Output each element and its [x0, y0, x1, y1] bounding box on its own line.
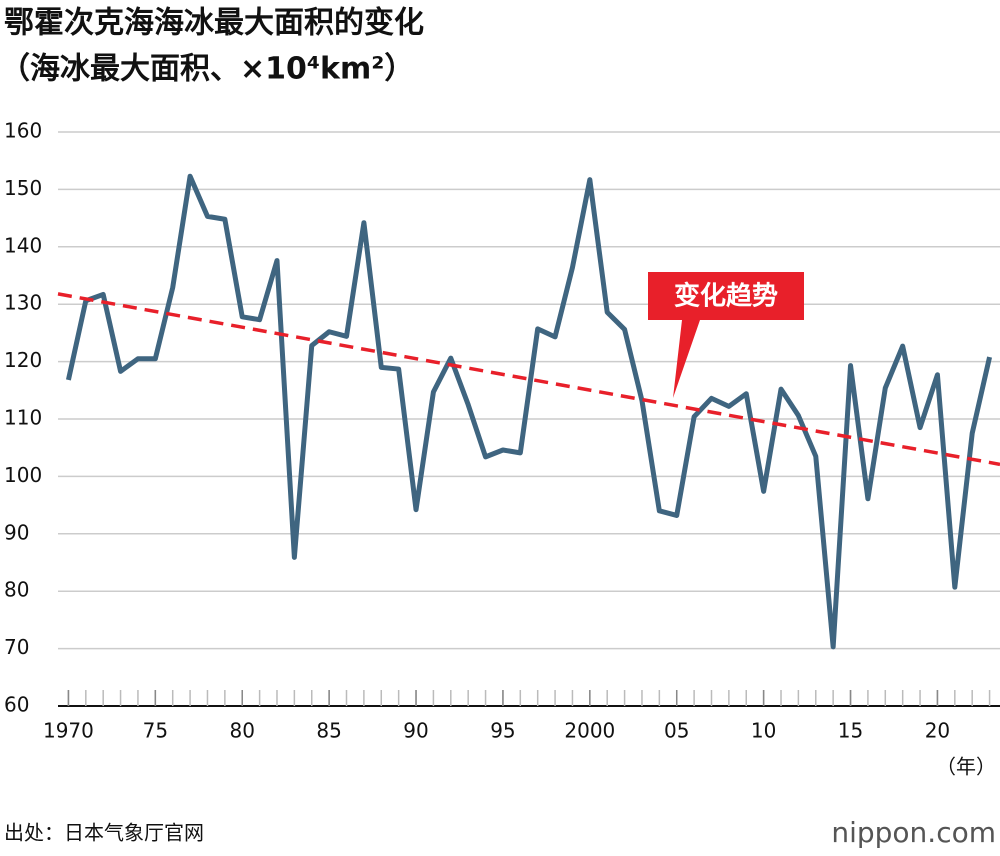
x-tick-label: 95: [490, 719, 515, 743]
x-tick-label: 1970: [43, 719, 94, 743]
chart-subtitle: （海冰最大面积、×10⁴km²）: [0, 52, 414, 87]
x-tick-label: 80: [230, 719, 255, 743]
y-tick-label: 160: [4, 119, 42, 143]
x-axis-label: （年）: [936, 755, 996, 779]
x-tick-label: 20: [925, 719, 950, 743]
y-tick-label: 100: [4, 463, 42, 487]
x-tick-label: 10: [751, 719, 776, 743]
chart-title: 鄂霍次克海海冰最大面积的变化: [4, 6, 424, 41]
y-tick-label: 110: [4, 406, 42, 430]
y-tick-label: 70: [4, 635, 29, 659]
source: 出处：日本气象厅官网: [4, 821, 204, 845]
trend-line: [57, 292, 1000, 467]
x-tick-label: 05: [664, 719, 689, 743]
x-tick-label: 75: [143, 719, 168, 743]
y-tick-label: 90: [4, 520, 29, 544]
annotation-label: 变化趋势: [674, 281, 778, 312]
y-tick-label: 120: [4, 348, 42, 372]
y-tick-label: 130: [4, 291, 42, 315]
y-tick-label: 60: [4, 693, 29, 717]
y-tick-label: 140: [4, 233, 42, 257]
y-tick-label: 80: [4, 578, 29, 602]
data-line: [65, 173, 993, 650]
logo: nippon.com: [831, 816, 996, 849]
x-tick-label: 90: [403, 719, 428, 743]
x-tick-label: 2000: [564, 719, 615, 743]
x-tick-label: 85: [316, 719, 341, 743]
x-tick-label: 15: [838, 719, 863, 743]
y-tick-label: 150: [4, 176, 42, 200]
annotation-box: [648, 272, 804, 398]
